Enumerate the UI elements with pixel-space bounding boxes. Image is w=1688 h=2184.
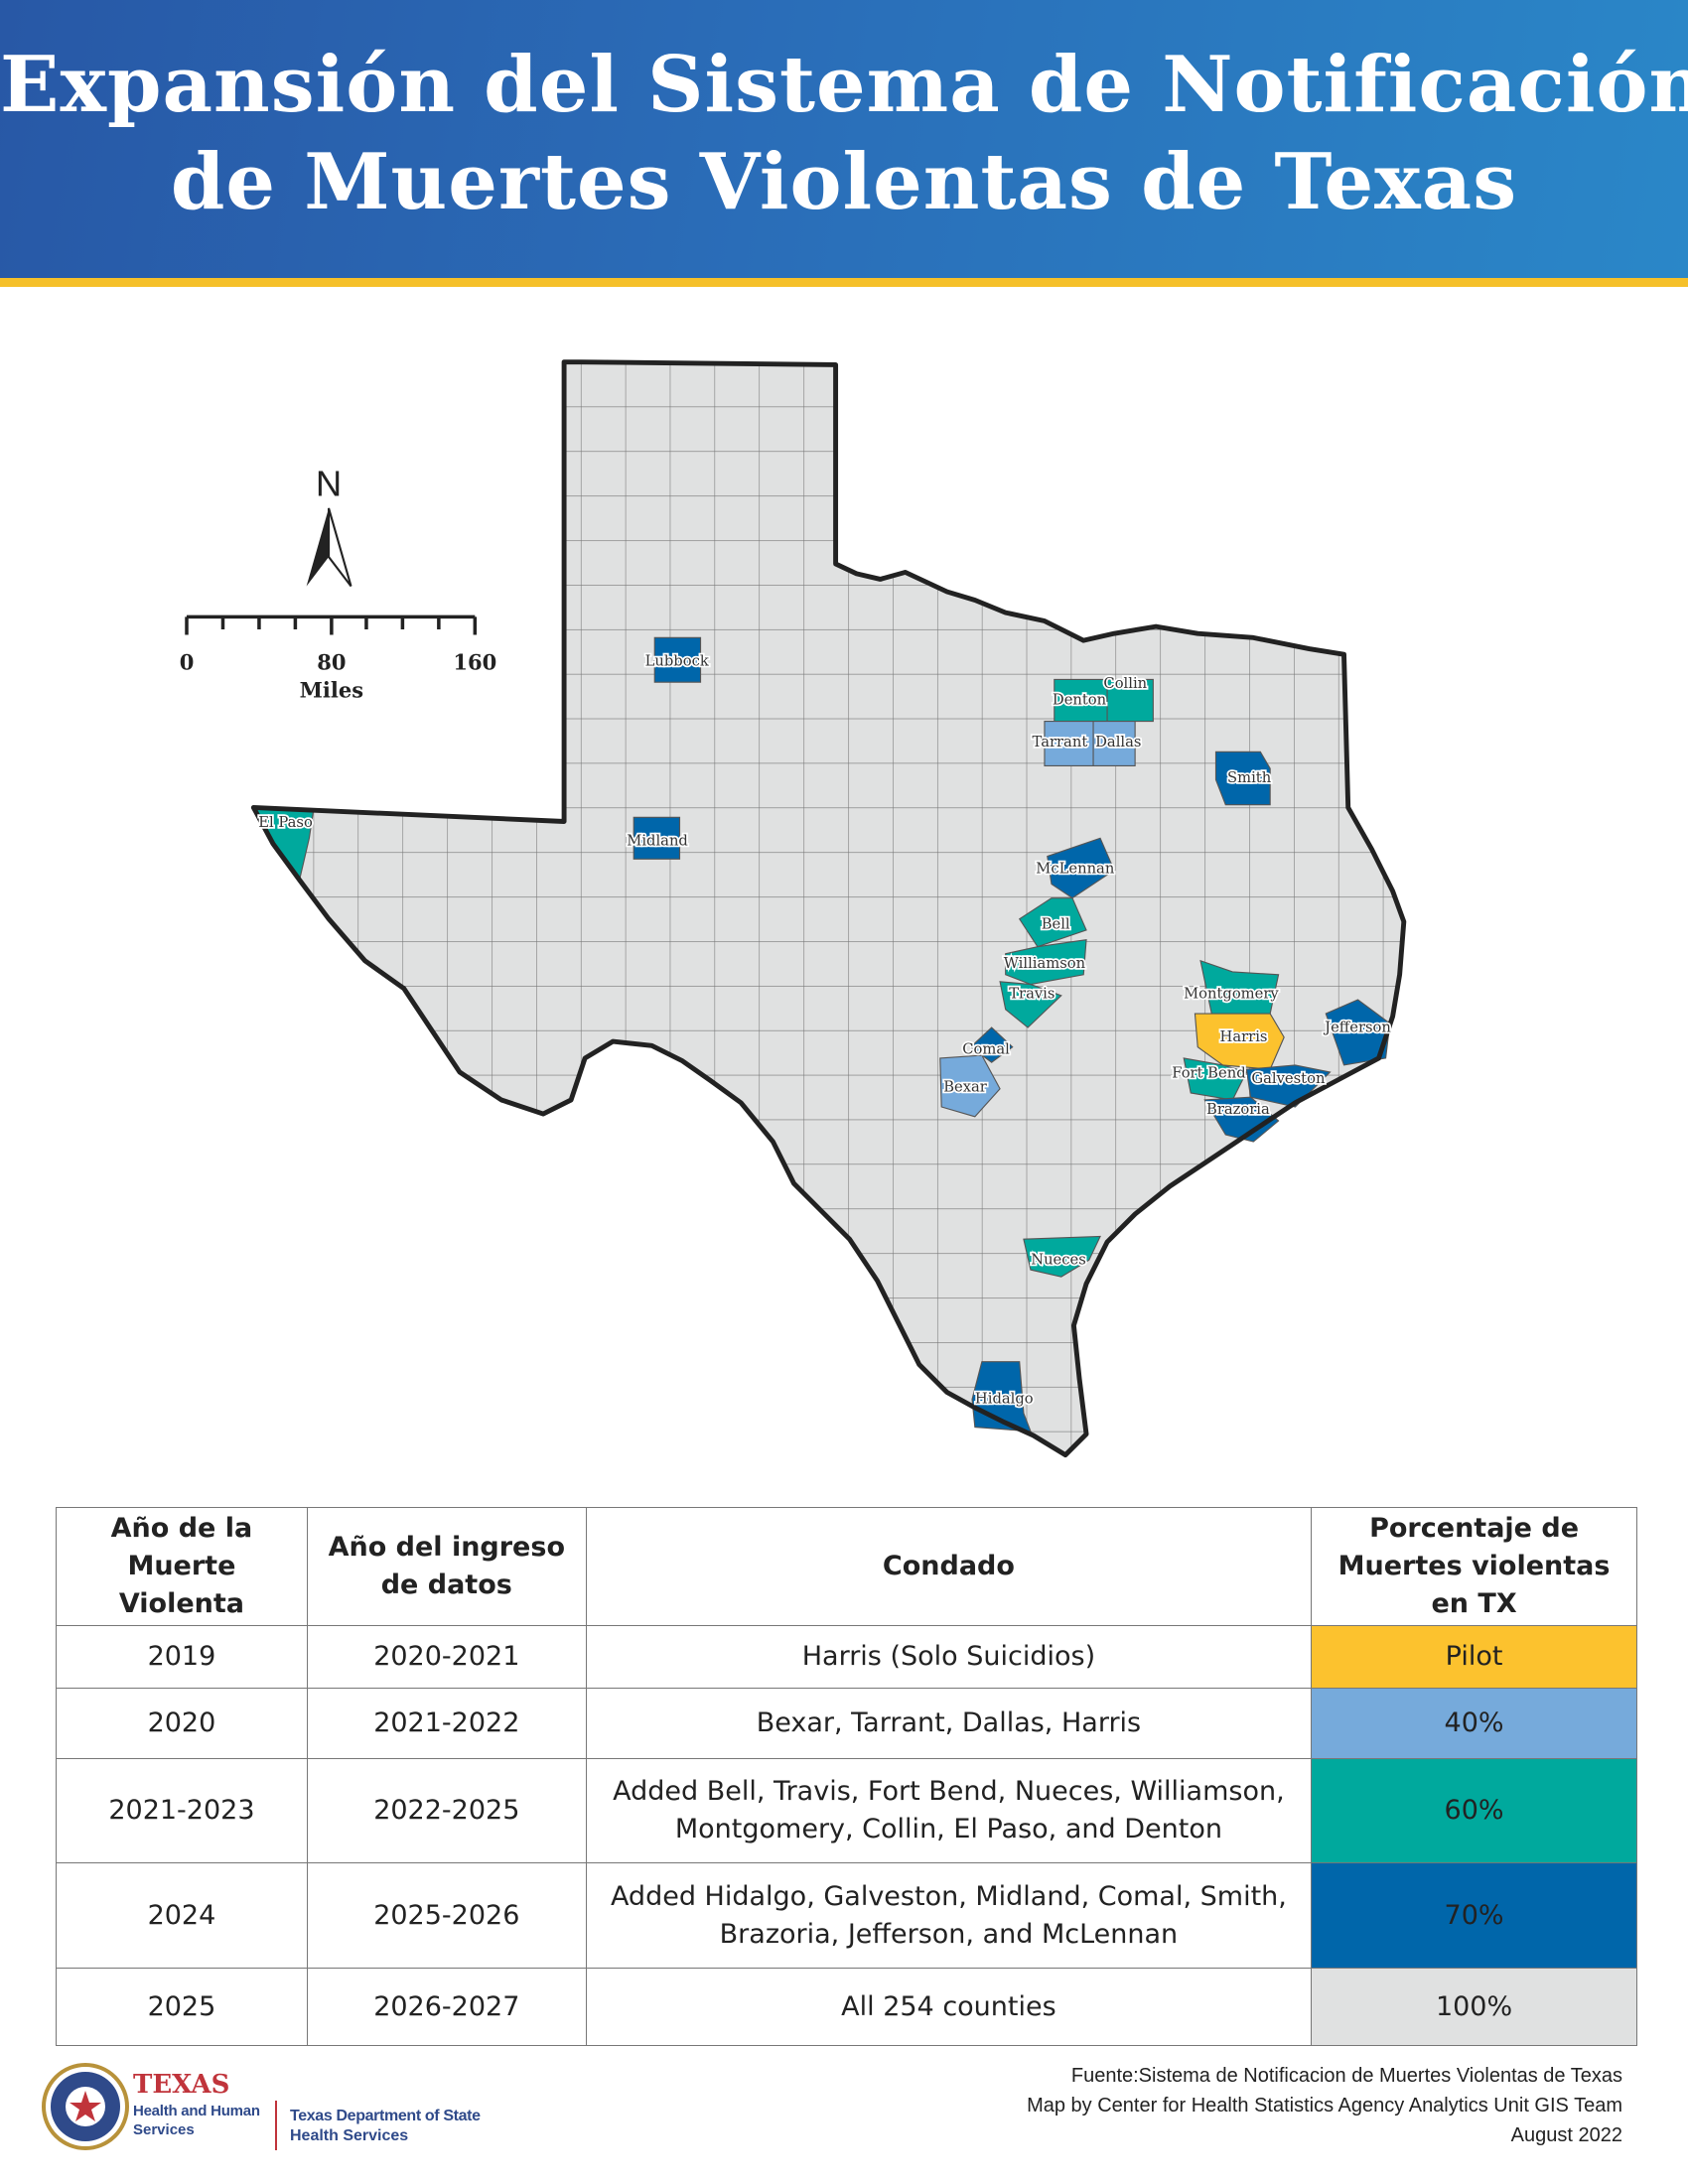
cell-entry-year: 2022-2025 — [306, 1758, 587, 1863]
county-label-galveston: Galveston — [1251, 1070, 1326, 1087]
county-williamson — [1005, 939, 1087, 986]
table-row: 2020 2021-2022 Bexar, Tarrant, Dallas, H… — [56, 1688, 1637, 1759]
county-collin — [1106, 678, 1154, 723]
north-label: N — [316, 463, 342, 503]
cell-county: Bexar, Tarrant, Dallas, Harris — [585, 1688, 1313, 1759]
svg-text:Services: Services — [133, 2121, 195, 2138]
county-dallas — [1092, 720, 1136, 766]
cell-county: Added Bell, Travis, Fort Bend, Nueces, W… — [585, 1758, 1313, 1863]
county-brazoria — [1203, 1096, 1280, 1143]
county-label-bell: Bell — [1042, 915, 1070, 932]
table-row: 2024 2025-2026 Added Hidalgo, Galveston,… — [56, 1862, 1637, 1969]
col-header-percent: Porcentaje de Muertes violentas en TX — [1311, 1507, 1637, 1626]
county-travis — [999, 981, 1062, 1028]
texas-outline-group — [250, 359, 1407, 1458]
cell-entry-year: 2020-2021 — [306, 1625, 587, 1689]
col-header-entry-year: Año del ingreso de datos — [306, 1507, 587, 1626]
county-label-bexar: Bexar — [943, 1079, 988, 1096]
county-label-williamson: Williamson — [1004, 955, 1086, 972]
table-header-row: Año de la Muerte Violenta Año del ingres… — [56, 1507, 1637, 1626]
county-comal — [969, 1026, 1014, 1063]
page-title-line2: de Muertes Violentas de Texas — [170, 137, 1518, 227]
cell-county: Harris (Solo Suicidios) — [585, 1625, 1313, 1689]
county-fort-bend — [1183, 1057, 1248, 1101]
county-label-dallas: Dallas — [1095, 734, 1141, 751]
cell-year: 2019 — [56, 1625, 308, 1689]
cell-entry-year: 2026-2027 — [306, 1968, 587, 2046]
county-mclennan — [1047, 837, 1115, 899]
header-banner — [0, 0, 1688, 278]
table-row: 2025 2026-2027 All 254 counties 100% — [56, 1968, 1637, 2046]
county-label-lubbock: Lubbock — [645, 652, 710, 669]
scale-tick-80: 80 — [317, 650, 346, 675]
county-label-smith: Smith — [1227, 769, 1272, 786]
county-bell — [1018, 897, 1087, 948]
county-bexar — [939, 1054, 1001, 1118]
scale-tick-0: 0 — [180, 650, 195, 675]
cell-year: 2024 — [56, 1862, 308, 1969]
cell-year: 2020 — [56, 1688, 308, 1759]
county-montgomery — [1199, 959, 1280, 1015]
cell-percent: Pilot — [1311, 1625, 1637, 1689]
table-row: 2019 2020-2021 Harris (Solo Suicidios) P… — [56, 1625, 1637, 1689]
county-jefferson — [1325, 999, 1391, 1066]
cell-percent: 70% — [1311, 1862, 1637, 1969]
county-label-tarrant: Tarrant — [1033, 734, 1088, 751]
county-lubbock — [653, 636, 702, 683]
north-arrow-icon: N — [306, 463, 352, 588]
credit-text: Map by Center for Health Statistics Agen… — [1027, 2095, 1622, 2116]
map-credits: Fuente:Sistema de Notificacion de Muerte… — [1027, 2061, 1622, 2150]
table-row: 2021-2023 2022-2025 Added Bell, Travis, … — [56, 1758, 1637, 1863]
col-header-county: Condado — [585, 1507, 1313, 1626]
source-text: Fuente:Sistema de Notificacion de Muerte… — [1070, 2065, 1622, 2087]
county-smith — [1214, 751, 1271, 806]
county-label-el-paso: El Paso — [258, 814, 313, 831]
svg-text:Health and Human: Health and Human — [133, 2103, 260, 2119]
cell-county: Added Hidalgo, Galveston, Midland, Comal… — [585, 1862, 1313, 1969]
svg-text:Health Services: Health Services — [290, 2127, 408, 2144]
header-stripe — [0, 278, 1688, 287]
county-label-denton: Denton — [1053, 692, 1107, 709]
county-label-montgomery: Montgomery — [1184, 986, 1279, 1003]
svg-text:TEXAS: TEXAS — [133, 2070, 229, 2100]
cell-entry-year: 2021-2022 — [306, 1688, 587, 1759]
county-label-travis: Travis — [1009, 986, 1055, 1003]
county-nueces — [1023, 1235, 1101, 1278]
county-label-hidalgo: Hidalgo — [975, 1391, 1034, 1408]
county-label-comal: Comal — [962, 1041, 1010, 1058]
county-label-fort-bend: Fort Bend — [1172, 1065, 1245, 1082]
county-label-harris: Harris — [1220, 1028, 1268, 1045]
cell-percent: 40% — [1311, 1688, 1637, 1759]
scale-bar — [185, 614, 478, 635]
county-label-mclennan: McLennan — [1036, 860, 1115, 877]
county-label-nueces: Nueces — [1031, 1251, 1086, 1268]
county-label-midland: Midland — [627, 832, 688, 849]
cell-county: All 254 counties — [585, 1968, 1313, 2046]
texas-border — [250, 359, 1407, 1458]
scale-unit: Miles — [300, 678, 363, 703]
date-text: August 2022 — [1510, 2124, 1622, 2146]
expansion-table: Año de la Muerte Violenta Año del ingres… — [56, 1507, 1637, 2046]
col-header-year: Año de la Muerte Violenta — [56, 1507, 308, 1626]
county-midland — [633, 816, 681, 860]
svg-text:Texas Department of State: Texas Department of State — [290, 2108, 481, 2124]
cell-year: 2021-2023 — [56, 1758, 308, 1863]
cell-percent: 60% — [1311, 1758, 1637, 1863]
page-title-line1: Expansión del Sistema de Notificación — [0, 40, 1688, 130]
county-label-jefferson: Jefferson — [1323, 1019, 1391, 1035]
county-label-brazoria: Brazoria — [1206, 1101, 1270, 1118]
scale-tick-160: 160 — [453, 650, 496, 675]
county-galveston — [1245, 1064, 1332, 1108]
county-label-collin: Collin — [1103, 675, 1147, 692]
cell-year: 2025 — [56, 1968, 308, 2046]
cell-percent: 100% — [1311, 1968, 1637, 2046]
hhs-dshs-logo: TEXAS Health and Human Services Texas De… — [42, 2061, 538, 2155]
cell-entry-year: 2025-2026 — [306, 1862, 587, 1969]
